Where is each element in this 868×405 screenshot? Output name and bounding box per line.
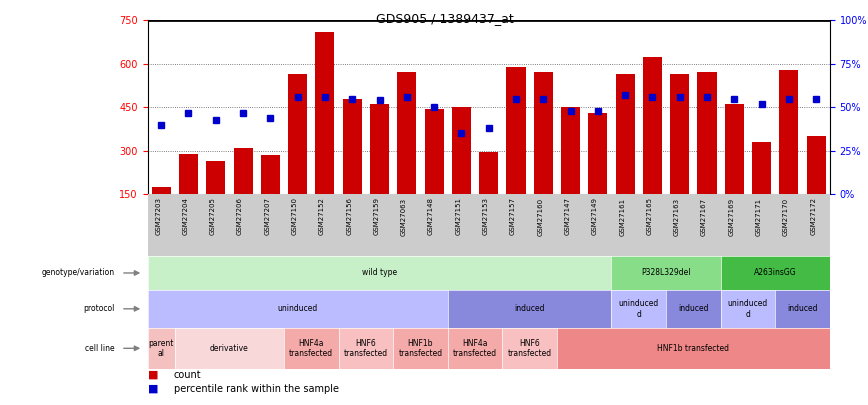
Text: GSM27156: GSM27156: [346, 198, 352, 235]
Text: GSM27152: GSM27152: [319, 198, 325, 235]
Text: count: count: [174, 370, 201, 380]
Text: GSM27163: GSM27163: [674, 198, 680, 236]
Text: GSM27151: GSM27151: [456, 198, 462, 235]
Bar: [370, 104, 389, 194]
Bar: [398, 72, 417, 194]
Text: GSM27172: GSM27172: [810, 198, 816, 235]
Text: GDS905 / 1389437_at: GDS905 / 1389437_at: [377, 12, 514, 25]
Text: A263insGG: A263insGG: [754, 269, 797, 277]
Bar: [670, 74, 689, 194]
Bar: [561, 107, 580, 194]
Text: GSM27171: GSM27171: [755, 198, 761, 236]
Bar: [288, 74, 307, 194]
Bar: [615, 74, 635, 194]
Text: GSM27159: GSM27159: [373, 198, 379, 235]
Text: HNF6
transfected: HNF6 transfected: [344, 339, 388, 358]
Text: percentile rank within the sample: percentile rank within the sample: [174, 384, 339, 394]
Text: GSM27150: GSM27150: [292, 198, 298, 235]
Text: genotype/variation: genotype/variation: [42, 269, 115, 277]
Text: GSM27157: GSM27157: [510, 198, 516, 235]
Text: wild type: wild type: [362, 269, 397, 277]
Text: ■: ■: [148, 384, 158, 394]
Bar: [589, 113, 608, 194]
Text: GSM27170: GSM27170: [783, 198, 789, 236]
Bar: [643, 57, 662, 194]
Text: GSM27204: GSM27204: [182, 198, 188, 235]
Text: GSM27147: GSM27147: [564, 198, 570, 235]
Text: GSM27205: GSM27205: [210, 198, 216, 235]
Bar: [260, 155, 279, 194]
Bar: [506, 67, 525, 194]
Text: protocol: protocol: [83, 304, 115, 313]
Text: GSM27148: GSM27148: [428, 198, 434, 235]
Bar: [452, 107, 471, 194]
Text: GSM27169: GSM27169: [728, 198, 734, 236]
Bar: [179, 154, 198, 194]
Text: uninduced
d: uninduced d: [727, 299, 768, 318]
Text: GSM27167: GSM27167: [701, 198, 707, 236]
Bar: [233, 148, 253, 194]
Bar: [479, 152, 498, 194]
Text: HNF4a
transfected: HNF4a transfected: [453, 339, 497, 358]
Text: ■: ■: [148, 370, 158, 380]
Bar: [315, 32, 334, 194]
Text: GSM27160: GSM27160: [537, 198, 543, 236]
Text: induced: induced: [678, 304, 708, 313]
Text: uninduced: uninduced: [278, 304, 318, 313]
Text: HNF1b
transfected: HNF1b transfected: [398, 339, 443, 358]
Bar: [779, 70, 799, 194]
Text: derivative: derivative: [210, 344, 249, 353]
Text: GSM27165: GSM27165: [647, 198, 653, 235]
Bar: [725, 104, 744, 194]
Text: GSM27161: GSM27161: [619, 198, 625, 236]
Text: GSM27206: GSM27206: [237, 198, 243, 235]
Bar: [698, 72, 717, 194]
Text: parent
al: parent al: [148, 339, 174, 358]
Bar: [424, 109, 444, 194]
Bar: [806, 136, 825, 194]
Bar: [207, 161, 226, 194]
Text: cell line: cell line: [85, 344, 115, 353]
Bar: [534, 72, 553, 194]
Text: P328L329del: P328L329del: [641, 269, 691, 277]
Text: HNF4a
transfected: HNF4a transfected: [289, 339, 333, 358]
Text: uninduced
d: uninduced d: [619, 299, 659, 318]
Text: HNF1b transfected: HNF1b transfected: [657, 344, 729, 353]
Text: GSM27203: GSM27203: [155, 198, 161, 235]
Text: GSM27207: GSM27207: [265, 198, 270, 235]
Bar: [752, 142, 771, 194]
Text: induced: induced: [787, 304, 818, 313]
Bar: [152, 187, 171, 194]
Text: induced: induced: [515, 304, 545, 313]
Text: GSM27063: GSM27063: [401, 198, 407, 236]
Text: GSM27153: GSM27153: [483, 198, 489, 235]
Text: GSM27149: GSM27149: [592, 198, 598, 235]
Bar: [343, 99, 362, 194]
Text: HNF6
transfected: HNF6 transfected: [508, 339, 552, 358]
